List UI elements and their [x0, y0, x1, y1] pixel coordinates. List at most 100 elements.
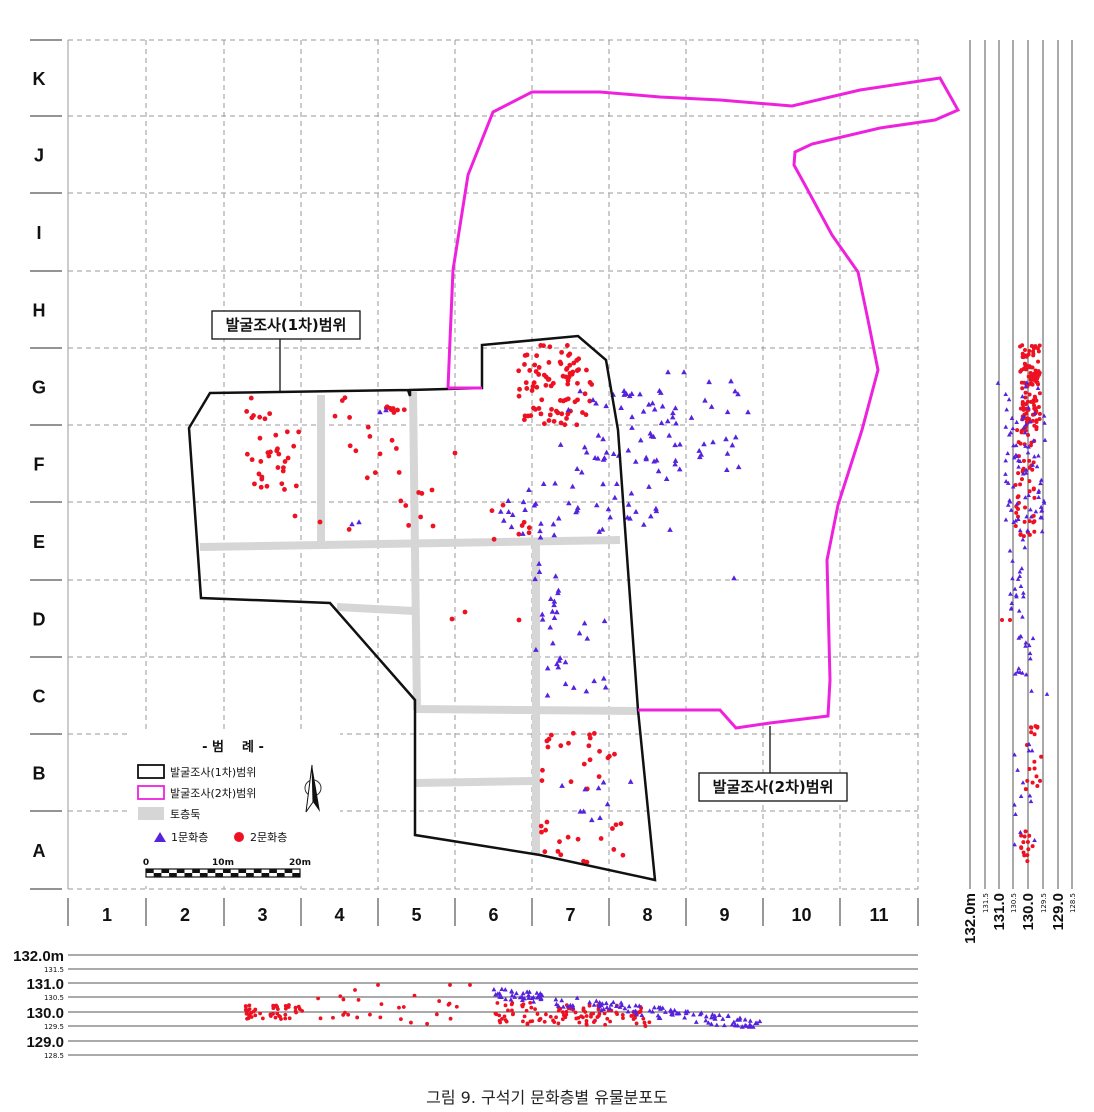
layer1-artifact: [1010, 484, 1016, 489]
legend-swatch-second: [137, 785, 165, 800]
layer2-artifact: [1032, 519, 1037, 524]
layer1-artifact: [555, 590, 561, 596]
layer2-artifact: [286, 1003, 291, 1007]
layer2-artifact: [629, 1014, 634, 1018]
layer2-artifact: [529, 1005, 534, 1010]
layer2-artifact: [543, 382, 549, 388]
layer2-artifact: [532, 362, 538, 368]
layer2-artifact: [341, 997, 346, 1002]
layer1-artifact: [576, 630, 583, 636]
layer1-artifact: [703, 1018, 709, 1023]
layer1-artifact: [708, 1021, 714, 1026]
layer2-artifact: [1032, 759, 1037, 764]
layer2-artifact: [249, 457, 255, 463]
layer2-artifact: [1030, 780, 1035, 785]
layer2-artifact: [564, 1009, 569, 1014]
layer2-artifact: [1027, 458, 1032, 463]
layer1-artifact: [703, 1014, 709, 1019]
layer1-artifact: [627, 515, 633, 521]
layer1-artifact: [1024, 514, 1029, 519]
layer1-artifact: [587, 999, 593, 1005]
layer1-artifact: [614, 1003, 619, 1008]
layer2-artifact: [1013, 483, 1018, 488]
layer1-artifact: [534, 990, 540, 995]
layer1-artifact: [1042, 420, 1047, 425]
layer2-artifact: [398, 1017, 403, 1022]
layer2-artifact: [390, 406, 396, 411]
layer1-artifact: [1016, 635, 1022, 640]
layer1-artifact: [742, 1017, 748, 1022]
layer1-artifact: [537, 992, 543, 997]
layer2-artifact: [1013, 524, 1018, 529]
layer1-artifact: [554, 1001, 559, 1006]
layer2-artifact: [506, 1008, 510, 1013]
layer2-artifact: [546, 360, 552, 365]
layer1-artifact: [503, 996, 508, 1002]
layer2-artifact: [536, 365, 542, 370]
layer1-artifact: [526, 995, 532, 1000]
layer2-artifact: [252, 481, 257, 487]
layer1-artifact: [664, 418, 671, 424]
layer1-artifact: [593, 502, 600, 508]
layer2-artifact: [564, 365, 570, 371]
layer2-artifact: [583, 1010, 588, 1014]
layer1-artifact: [621, 387, 627, 394]
legend-layer2: 2문화층: [250, 831, 287, 844]
layer2-artifact: [541, 343, 546, 349]
scale-bar-segment: [230, 873, 239, 877]
layer2-artifact: [641, 1016, 646, 1021]
layer2-artifact: [1023, 829, 1028, 834]
profile-major-label: 131.0: [26, 976, 64, 993]
layer1-artifact: [1032, 410, 1038, 415]
layer1-artifact: [554, 609, 560, 615]
layer2-artifact: [554, 1015, 558, 1020]
layer1-artifact: [648, 513, 654, 519]
layer2-artifact: [541, 421, 547, 427]
layer1-artifact: [555, 664, 562, 670]
layer2-artifact: [566, 740, 571, 746]
layer1-artifact: [610, 450, 617, 457]
layer1-artifact: [508, 997, 514, 1002]
layer2-artifact: [538, 823, 544, 829]
layer1-artifact: [1036, 453, 1041, 458]
layer2-artifact: [1034, 774, 1039, 779]
layer1-artifact: [735, 464, 742, 470]
layer1-artifact: [1036, 488, 1042, 493]
layer1-artifact: [669, 414, 676, 420]
layer1-artifact: [1031, 438, 1037, 443]
layer2-artifact: [401, 407, 407, 413]
layer2-artifact: [523, 380, 529, 386]
layer2-artifact: [1028, 443, 1033, 448]
layer2-artifact: [273, 432, 279, 438]
layer1-artifact: [1020, 394, 1025, 399]
layer1-artifact: [724, 467, 730, 473]
layer1-artifact: [1038, 481, 1043, 486]
layer2-artifact: [582, 391, 588, 397]
layer2-artifact: [1019, 428, 1024, 433]
layer2-artifact: [317, 519, 323, 525]
layer1-artifact: [643, 454, 650, 460]
layer1-artifact: [502, 987, 508, 992]
layer2-artifact: [510, 1012, 515, 1017]
layer1-artifact: [629, 414, 635, 420]
layer1-artifact: [1025, 528, 1031, 533]
layer2-artifact: [267, 411, 273, 417]
layer1-artifact: [1015, 767, 1020, 772]
layer2-artifact: [1030, 382, 1035, 387]
layer1-artifact: [731, 575, 737, 581]
layer1-artifact: [1003, 471, 1008, 476]
layer2-artifact: [522, 1014, 527, 1019]
layer1-artifact: [627, 778, 634, 784]
layer1-artifact: [710, 1012, 715, 1017]
layer2-artifact: [565, 377, 571, 383]
layer2-artifact: [516, 617, 522, 623]
column-label: 7: [565, 905, 575, 925]
layer2-artifact: [1032, 394, 1037, 399]
scale-bar-segment: [253, 869, 262, 873]
layer1-artifact: [557, 655, 563, 661]
layer2-artifact: [586, 743, 592, 749]
layer2-artifact: [489, 508, 495, 514]
layer1-artifact: [672, 442, 678, 448]
layer1-artifact: [698, 1010, 704, 1015]
scale-bar-segment: [292, 873, 300, 877]
